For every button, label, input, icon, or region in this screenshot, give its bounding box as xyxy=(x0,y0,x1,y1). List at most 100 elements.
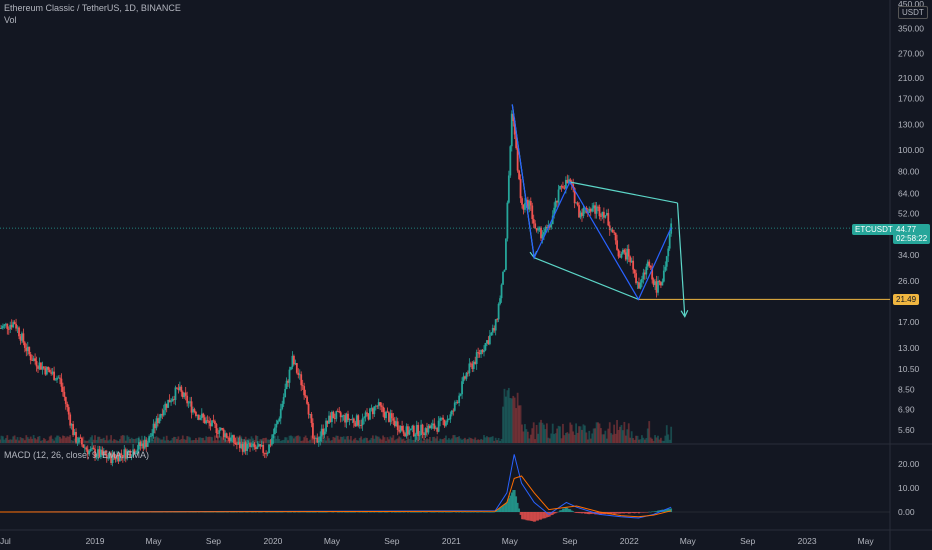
candle-body xyxy=(25,347,28,352)
volume-bar xyxy=(148,438,151,443)
candle-body xyxy=(437,420,440,432)
volume-bar xyxy=(331,440,333,443)
volume-bar xyxy=(241,438,244,443)
candle-body xyxy=(35,361,38,367)
volume-bar xyxy=(60,438,63,443)
macd-hist-bar xyxy=(449,512,452,513)
volume-bar xyxy=(369,439,371,443)
candle-body xyxy=(486,340,488,344)
candle-body xyxy=(468,363,471,374)
volume-bar xyxy=(342,436,345,443)
volume-bar xyxy=(519,405,522,443)
x-tick-label: May xyxy=(858,536,875,546)
candle-body xyxy=(203,417,206,424)
candle-body xyxy=(186,395,189,404)
macd-hist-bar xyxy=(409,512,412,513)
volume-bar xyxy=(151,440,153,443)
macd-hist-bar xyxy=(290,512,292,513)
volume-bar xyxy=(2,436,4,443)
macd-hist-bar xyxy=(445,512,447,513)
x-tick-label: Sep xyxy=(206,536,221,546)
macd-hist-bar xyxy=(279,512,282,513)
candle-body xyxy=(496,319,499,321)
macd-hist-bar xyxy=(556,511,559,513)
candle-body xyxy=(195,411,197,416)
candle-body xyxy=(355,415,358,427)
macd-hist-bar xyxy=(579,512,582,514)
candle-body xyxy=(59,377,61,379)
candle-body xyxy=(187,402,190,404)
candle-body xyxy=(176,387,178,389)
volume-bar xyxy=(354,437,357,443)
macd-hist-bar xyxy=(266,512,269,513)
volume-bar xyxy=(502,406,504,443)
candle-body xyxy=(263,452,266,454)
x-tick-label: Jul xyxy=(0,536,11,546)
volume-bar xyxy=(284,437,287,443)
candle-body xyxy=(113,453,115,458)
macd-hist-bar xyxy=(619,512,621,514)
candle-body xyxy=(569,179,572,182)
candle-body xyxy=(657,280,659,293)
candle-body xyxy=(83,447,86,449)
volume-bar xyxy=(660,437,662,443)
candle-body xyxy=(462,376,465,382)
volume-bar xyxy=(598,423,601,443)
macd-hist-bar xyxy=(265,511,268,513)
macd-hist-bar xyxy=(635,512,637,513)
candle-body xyxy=(396,421,399,430)
volume-bar xyxy=(304,435,307,443)
macd-hist-bar xyxy=(503,504,506,512)
macd-hist-bar xyxy=(176,512,178,513)
candle-body xyxy=(69,414,72,426)
candle-body xyxy=(170,401,172,403)
candle-body xyxy=(339,412,342,418)
candle-body xyxy=(117,454,120,462)
candle-body xyxy=(541,234,544,239)
candle-body xyxy=(481,349,484,353)
y-tick-label: 170.00 xyxy=(898,94,924,104)
volume-bar xyxy=(300,440,303,443)
volume-bar xyxy=(526,431,529,443)
candle-body xyxy=(548,224,551,228)
volume-bar xyxy=(48,436,51,443)
currency-badge[interactable]: USDT xyxy=(898,6,928,19)
candle-body xyxy=(450,410,453,415)
volume-bar xyxy=(468,437,471,443)
volume-bar xyxy=(180,438,183,443)
volume-bar xyxy=(146,438,149,443)
volume-bar xyxy=(626,429,629,443)
candle-body xyxy=(70,424,73,426)
macd-hist-bar xyxy=(241,512,244,513)
candle-body xyxy=(390,413,393,419)
volume-bar xyxy=(617,429,620,443)
candle-body xyxy=(193,409,196,412)
volume-bar xyxy=(592,428,595,443)
volume-bar xyxy=(428,436,431,443)
volume-bar xyxy=(282,439,285,443)
candle-body xyxy=(162,410,165,416)
volume-bar xyxy=(95,440,98,443)
volume-bar xyxy=(275,438,278,443)
volume-bar xyxy=(303,437,306,443)
volume-bar xyxy=(32,435,35,443)
candle-body xyxy=(234,442,237,445)
volume-bar xyxy=(594,428,597,443)
candle-body xyxy=(190,401,193,413)
volume-bar xyxy=(376,436,379,443)
macd-hist-bar xyxy=(455,512,458,513)
volume-bar xyxy=(355,440,358,443)
volume-bar xyxy=(157,437,159,443)
macd-hist-bar xyxy=(639,512,642,513)
volume-bar xyxy=(446,439,449,443)
candle-body xyxy=(331,411,333,423)
candle-body xyxy=(519,179,522,199)
volume-bar xyxy=(208,436,210,443)
candle-body xyxy=(243,442,246,452)
candle-body xyxy=(367,413,370,420)
macd-hist-bar xyxy=(575,512,578,513)
volume-bar xyxy=(611,434,614,443)
volume-bar xyxy=(630,431,633,443)
volume-bar xyxy=(528,438,531,443)
